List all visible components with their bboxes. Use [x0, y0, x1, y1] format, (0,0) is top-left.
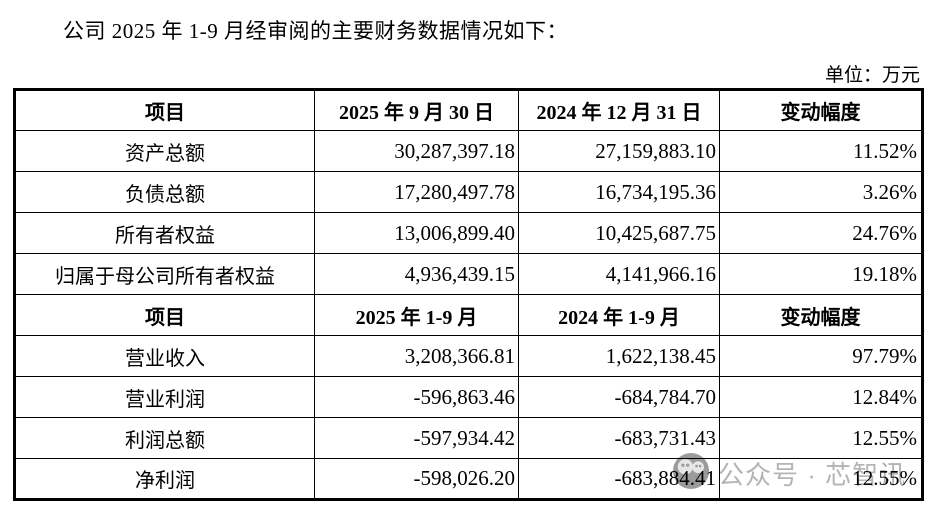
value-cell: 16,734,195.36: [518, 171, 720, 213]
change-cell: 19.18%: [719, 253, 923, 295]
table-row-total-assets: 资产总额 30,287,397.18 27,159,883.10 11.52%: [14, 130, 923, 172]
income-header-row: 项目 2025 年 1-9 月 2024 年 1-9 月 变动幅度: [14, 294, 923, 336]
value-cell: -596,863.46: [314, 376, 519, 418]
value-cell: -597,934.42: [314, 417, 519, 459]
column-header-current: 2025 年 1-9 月: [314, 294, 519, 336]
table-row-operating-profit: 营业利润 -596,863.46 -684,784.70 12.84%: [14, 376, 923, 418]
change-cell: 24.76%: [719, 212, 923, 254]
column-header-current: 2025 年 9 月 30 日: [314, 89, 519, 131]
column-header-prior: 2024 年 1-9 月: [518, 294, 720, 336]
value-cell: 10,425,687.75: [518, 212, 720, 254]
table-row-parent-equity: 归属于母公司所有者权益 4,936,439.15 4,141,966.16 19…: [14, 253, 923, 295]
value-cell: -684,784.70: [518, 376, 720, 418]
change-cell: 11.52%: [719, 130, 923, 172]
value-cell: 27,159,883.10: [518, 130, 720, 172]
item-cell: 营业收入: [14, 335, 315, 377]
change-cell: 3.26%: [719, 171, 923, 213]
value-cell: 13,006,899.40: [314, 212, 519, 254]
column-header-change: 变动幅度: [719, 89, 923, 131]
item-cell: 资产总额: [14, 130, 315, 172]
unit-label: 单位：万元: [824, 65, 920, 86]
value-cell: -683,884.41: [518, 458, 720, 500]
change-cell: 12.55%: [719, 458, 923, 500]
value-cell: 4,141,966.16: [518, 253, 720, 295]
table-row-operating-revenue: 营业收入 3,208,366.81 1,622,138.45 97.79%: [14, 335, 923, 377]
value-cell: 30,287,397.18: [314, 130, 519, 172]
table-row-owners-equity: 所有者权益 13,006,899.40 10,425,687.75 24.76%: [14, 212, 923, 254]
item-cell: 所有者权益: [14, 212, 315, 254]
item-cell: 净利润: [14, 458, 315, 500]
column-header-prior: 2024 年 12 月 31 日: [518, 89, 720, 131]
item-cell: 归属于母公司所有者权益: [14, 253, 315, 295]
table-row-net-profit: 净利润 -598,026.20 -683,884.41 12.55%: [14, 458, 923, 500]
balance-header-row: 项目 2025 年 9 月 30 日 2024 年 12 月 31 日 变动幅度: [14, 89, 923, 131]
change-cell: 12.84%: [719, 376, 923, 418]
change-cell: 12.55%: [719, 417, 923, 459]
change-cell: 97.79%: [719, 335, 923, 377]
value-cell: 4,936,439.15: [314, 253, 519, 295]
column-header-item: 项目: [14, 89, 315, 131]
value-cell: 1,622,138.45: [518, 335, 720, 377]
table-row-total-liabilities: 负债总额 17,280,497.78 16,734,195.36 3.26%: [14, 171, 923, 213]
value-cell: -598,026.20: [314, 458, 519, 500]
financial-data-table: 项目 2025 年 9 月 30 日 2024 年 12 月 31 日 变动幅度…: [13, 88, 924, 501]
value-cell: 17,280,497.78: [314, 171, 519, 213]
table-row-total-profit: 利润总额 -597,934.42 -683,731.43 12.55%: [14, 417, 923, 459]
column-header-item: 项目: [14, 294, 315, 336]
page-title: 公司 2025 年 1-9 月经审阅的主要财务数据情况如下：: [63, 19, 568, 43]
column-header-change: 变动幅度: [719, 294, 923, 336]
item-cell: 负债总额: [14, 171, 315, 213]
item-cell: 利润总额: [14, 417, 315, 459]
value-cell: -683,731.43: [518, 417, 720, 459]
value-cell: 3,208,366.81: [314, 335, 519, 377]
item-cell: 营业利润: [14, 376, 315, 418]
